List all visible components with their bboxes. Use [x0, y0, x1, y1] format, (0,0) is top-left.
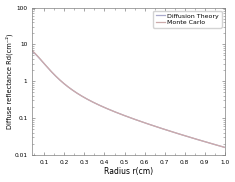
Line: Monte Carlo: Monte Carlo — [32, 51, 225, 147]
Monte Carlo — [148, 123, 151, 125]
Legend: Diffusion Theory, Monte Carlo: Diffusion Theory, Monte Carlo — [153, 11, 222, 28]
Diffusion Theory — [43, 63, 46, 65]
Diffusion Theory — [143, 122, 145, 124]
Monte Carlo — [31, 50, 34, 52]
Diffusion Theory — [153, 125, 156, 127]
Diffusion Theory — [223, 146, 226, 149]
Diffusion Theory — [148, 123, 151, 125]
Line: Diffusion Theory: Diffusion Theory — [32, 51, 225, 147]
Diffusion Theory — [31, 50, 34, 52]
X-axis label: Radius r(cm): Radius r(cm) — [104, 167, 153, 176]
Monte Carlo — [143, 122, 145, 124]
Diffusion Theory — [177, 133, 180, 135]
Monte Carlo — [197, 139, 200, 141]
Monte Carlo — [153, 125, 156, 127]
Monte Carlo — [43, 62, 46, 65]
Monte Carlo — [177, 133, 180, 135]
Monte Carlo — [223, 146, 226, 149]
Y-axis label: Diffuse reflectance Rd(cm⁻²): Diffuse reflectance Rd(cm⁻²) — [6, 33, 13, 129]
Diffusion Theory — [197, 139, 200, 141]
